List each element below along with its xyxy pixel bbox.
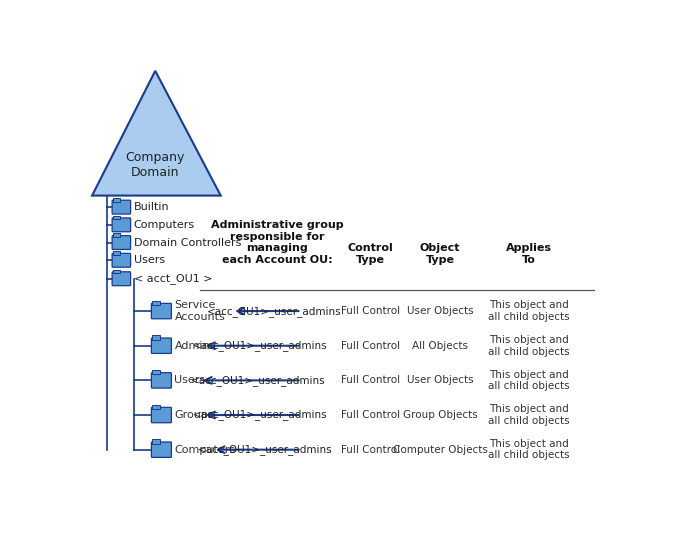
Text: Domain Controllers: Domain Controllers bbox=[133, 238, 241, 247]
Bar bbox=[113, 270, 120, 273]
Text: Users: Users bbox=[133, 255, 165, 265]
Bar bbox=[152, 439, 160, 444]
Text: Computer Objects: Computer Objects bbox=[393, 445, 487, 455]
Text: All Objects: All Objects bbox=[412, 341, 468, 351]
FancyBboxPatch shape bbox=[112, 200, 131, 214]
FancyBboxPatch shape bbox=[112, 218, 131, 232]
Text: Full Control: Full Control bbox=[341, 375, 400, 385]
Text: Computers: Computers bbox=[175, 445, 236, 455]
Text: Administrative group
responsible for
managing
each Account OU:: Administrative group responsible for man… bbox=[210, 220, 343, 265]
FancyBboxPatch shape bbox=[112, 236, 131, 250]
Bar bbox=[152, 335, 160, 340]
Text: <acc_OU1>_user_admins: <acc_OU1>_user_admins bbox=[193, 340, 328, 351]
Bar bbox=[152, 301, 160, 305]
Text: This object and
all child objects: This object and all child objects bbox=[488, 370, 570, 391]
Text: Admins: Admins bbox=[175, 341, 216, 351]
Text: < acct_OU1 >: < acct_OU1 > bbox=[133, 273, 212, 284]
FancyBboxPatch shape bbox=[152, 372, 171, 388]
Polygon shape bbox=[92, 71, 220, 196]
Text: This object and
all child objects: This object and all child objects bbox=[488, 404, 570, 426]
Text: Full Control: Full Control bbox=[341, 306, 400, 316]
Text: Service
Accounts: Service Accounts bbox=[175, 300, 225, 322]
FancyBboxPatch shape bbox=[152, 407, 171, 423]
Text: Control
Type: Control Type bbox=[348, 243, 394, 265]
Text: This object and
all child objects: This object and all child objects bbox=[488, 300, 570, 322]
FancyBboxPatch shape bbox=[112, 253, 131, 267]
Text: Object
Type: Object Type bbox=[420, 243, 460, 265]
FancyBboxPatch shape bbox=[152, 303, 171, 319]
Text: <acc_OU1>_user_admins: <acc_OU1>_user_admins bbox=[208, 306, 342, 316]
FancyBboxPatch shape bbox=[152, 442, 171, 458]
Text: User Objects: User Objects bbox=[407, 306, 473, 316]
Text: Full Control: Full Control bbox=[341, 341, 400, 351]
Text: This object and
all child objects: This object and all child objects bbox=[488, 335, 570, 356]
Text: <acc_OU1>_user_admins: <acc_OU1>_user_admins bbox=[191, 375, 326, 386]
Bar bbox=[113, 251, 120, 255]
Text: Computers: Computers bbox=[133, 220, 195, 230]
Bar bbox=[113, 198, 120, 202]
Text: Applies
To: Applies To bbox=[506, 243, 552, 265]
Text: Groups: Groups bbox=[175, 410, 214, 420]
Text: <acc_OU1>_user_admins: <acc_OU1>_user_admins bbox=[193, 410, 328, 420]
Text: Company
Domain: Company Domain bbox=[125, 151, 185, 179]
FancyBboxPatch shape bbox=[152, 338, 171, 354]
Bar bbox=[152, 370, 160, 374]
Text: Builtin: Builtin bbox=[133, 202, 169, 212]
Text: Group Objects: Group Objects bbox=[403, 410, 477, 420]
Bar bbox=[113, 233, 120, 237]
Text: Full Control: Full Control bbox=[341, 445, 400, 455]
Bar bbox=[152, 405, 160, 409]
Text: Users: Users bbox=[175, 375, 206, 385]
FancyBboxPatch shape bbox=[112, 272, 131, 286]
Text: <acc_OU1>_user_admins: <acc_OU1>_user_admins bbox=[197, 444, 332, 455]
Text: This object and
all child objects: This object and all child objects bbox=[488, 439, 570, 460]
Text: Full Control: Full Control bbox=[341, 410, 400, 420]
Bar bbox=[113, 216, 120, 219]
Text: User Objects: User Objects bbox=[407, 375, 473, 385]
